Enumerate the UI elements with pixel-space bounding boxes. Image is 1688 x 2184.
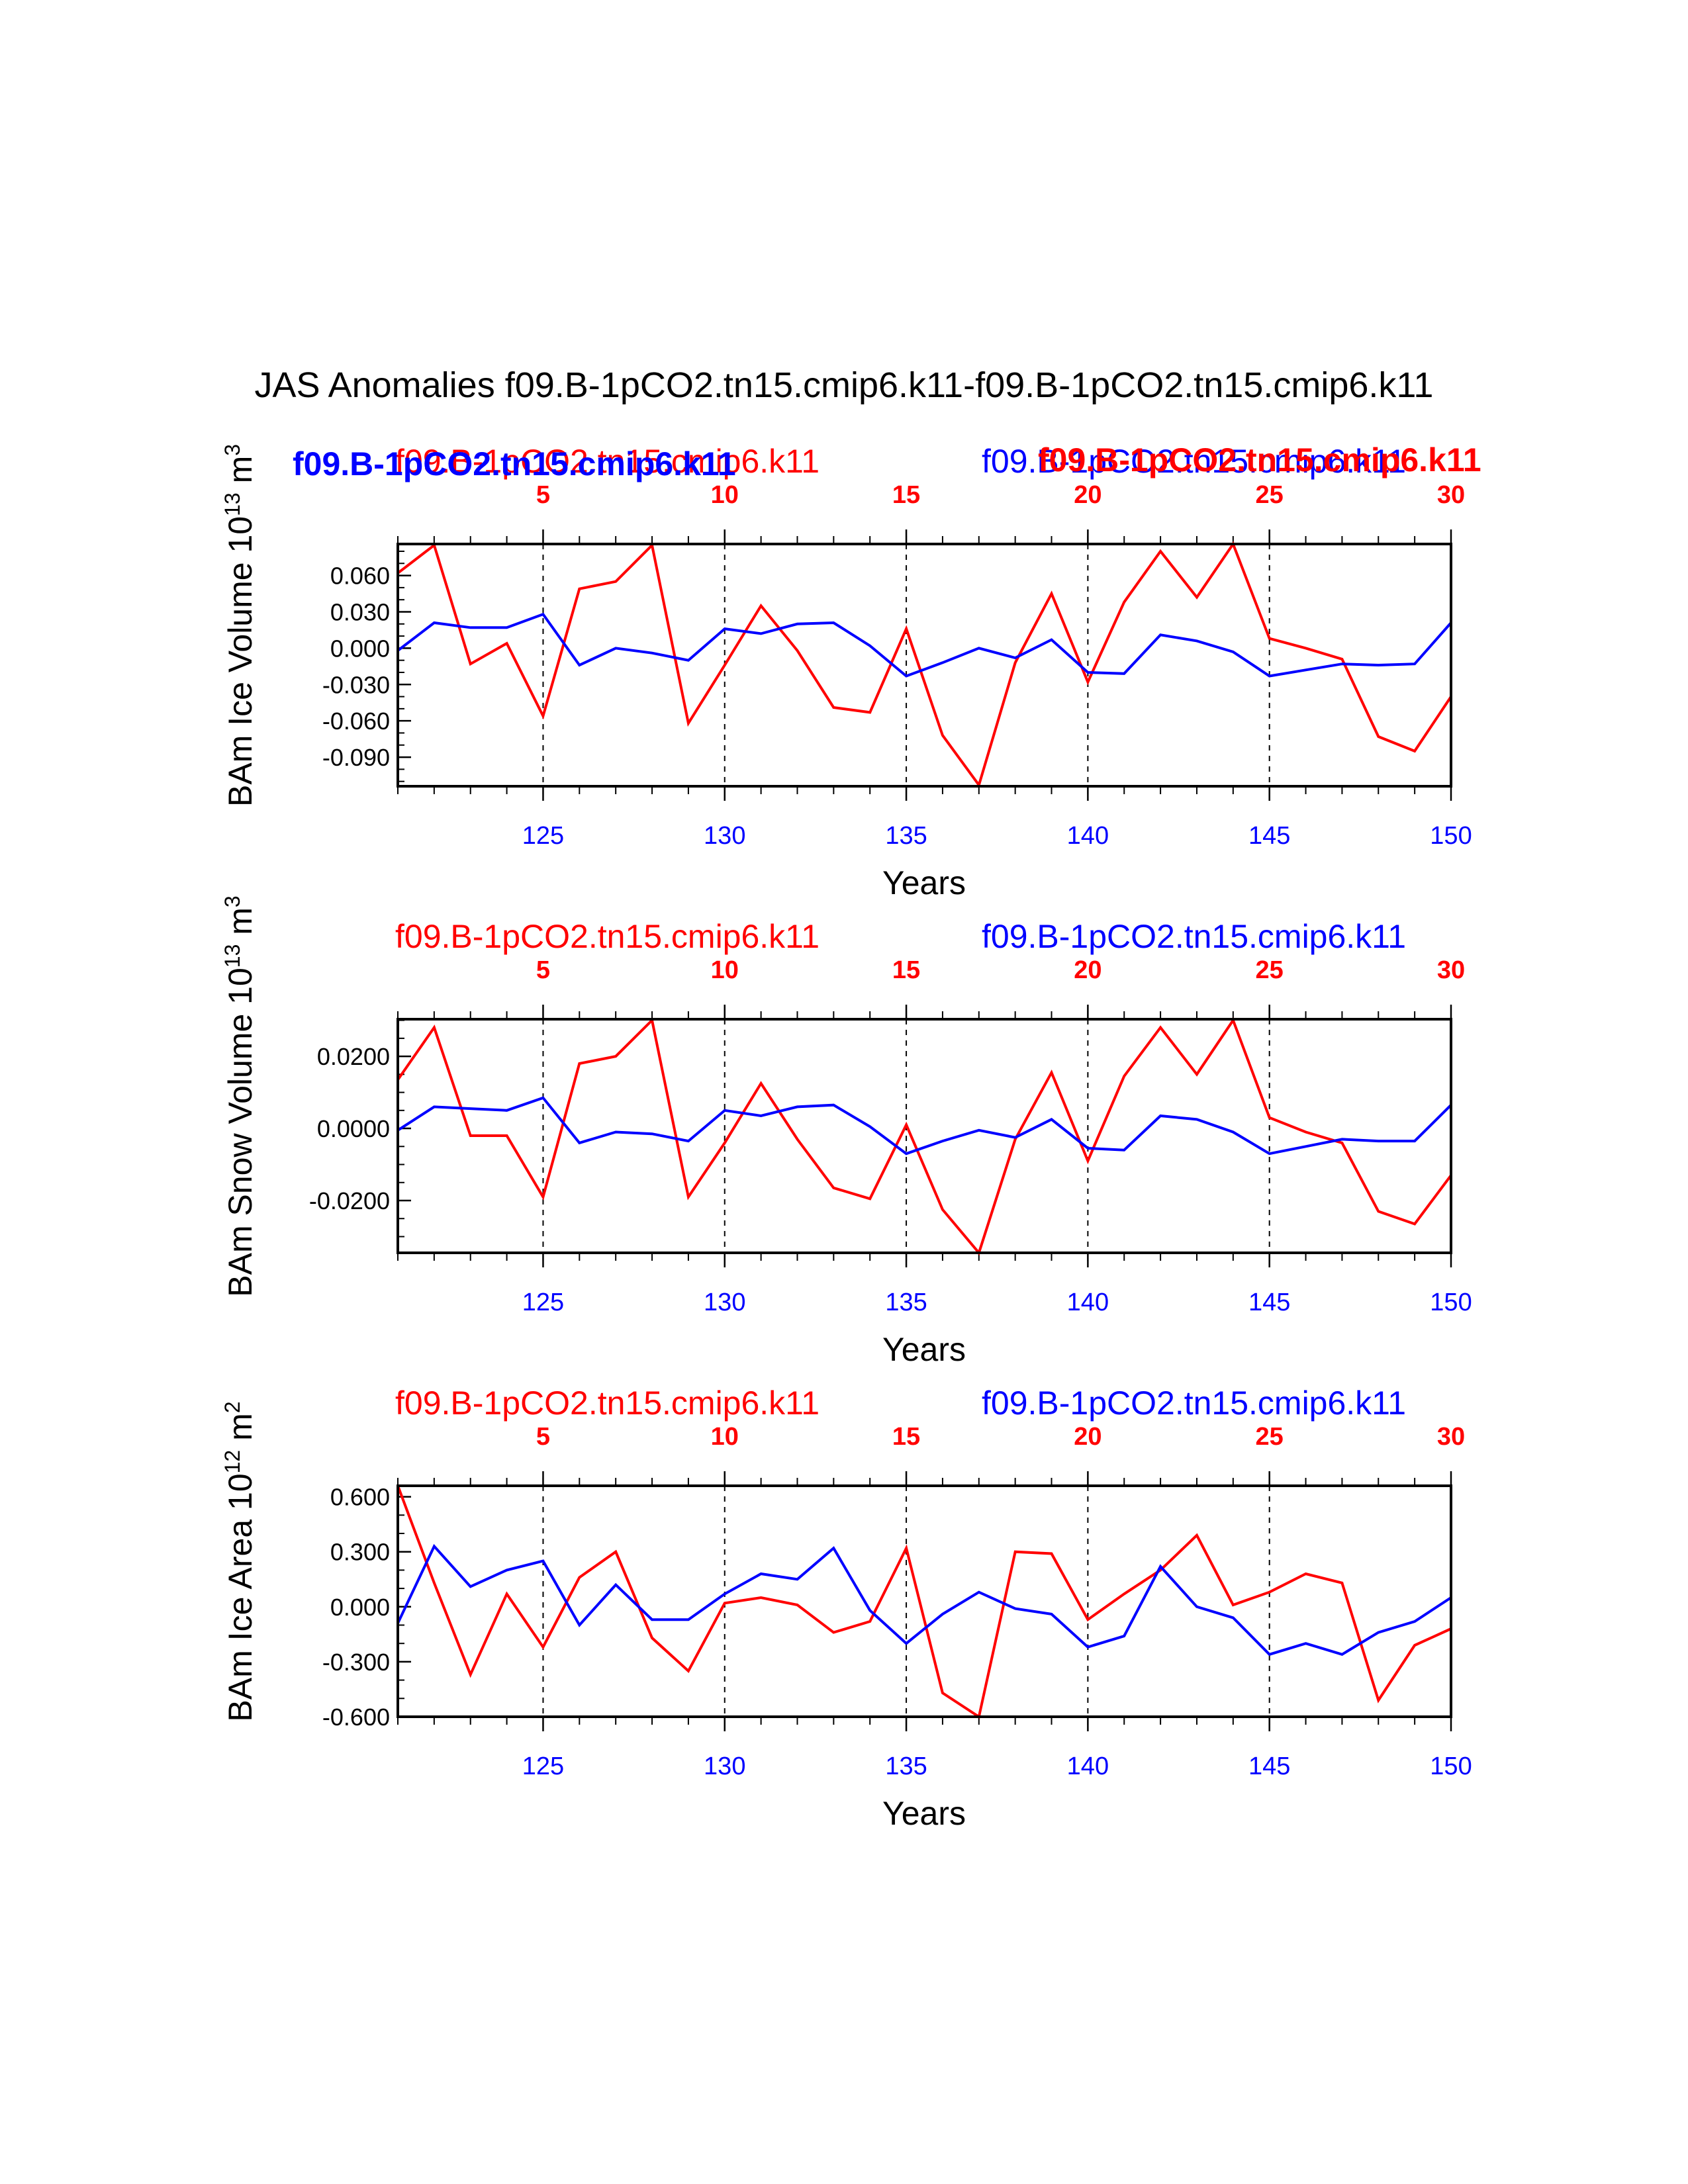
x-top-tick-label: 5 xyxy=(536,481,550,509)
x-top-tick-label: 25 xyxy=(1256,481,1284,509)
x-bottom-tick-label: 150 xyxy=(1430,1752,1472,1780)
y-tick-label: 0.000 xyxy=(330,1594,390,1621)
y-axis-label: BAm Ice Area 1012 m2 xyxy=(220,1401,259,1721)
x-top-tick-label: 30 xyxy=(1437,956,1465,984)
overlay-run-label-left: f09.B-1pCO2.tn15.cmip6.k11 xyxy=(293,445,736,482)
x-bottom-tick-label: 145 xyxy=(1248,1289,1290,1316)
series-line-red xyxy=(397,541,1452,788)
y-tick-label: -0.600 xyxy=(322,1704,390,1731)
x-bottom-tick-label: 135 xyxy=(885,822,927,850)
run-label-right: f09.B-1pCO2.tn15.cmip6.k11 xyxy=(982,918,1406,955)
y-tick-label: 0.030 xyxy=(330,598,390,625)
series-line-blue xyxy=(397,612,1452,678)
x-top-tick-label: 10 xyxy=(711,1423,739,1451)
plot-frame xyxy=(397,1018,1452,1254)
y-tick-label: 0.0200 xyxy=(317,1043,390,1070)
x-top-tick-label: 25 xyxy=(1256,1423,1284,1451)
x-bottom-tick-label: 130 xyxy=(704,1752,745,1780)
x-axis-label: Years xyxy=(882,864,966,901)
plot-frame xyxy=(397,543,1452,788)
x-bottom-tick-label: 140 xyxy=(1067,1752,1109,1780)
y-tick-label: -0.030 xyxy=(322,671,390,698)
y-tick-label: -0.060 xyxy=(322,707,390,735)
overlay-run-label-right: f09.B-1pCO2.tn15.cmip6.k11 xyxy=(1038,441,1481,478)
y-axis-label: BAm Ice Volume 1013 m3 xyxy=(220,444,259,807)
x-top-tick-label: 30 xyxy=(1437,1423,1465,1451)
run-label-right: f09.B-1pCO2.tn15.cmip6.k11 xyxy=(982,1385,1406,1422)
y-tick-label: -0.0200 xyxy=(309,1187,390,1214)
x-top-tick-label: 20 xyxy=(1074,1423,1102,1451)
x-top-tick-label: 15 xyxy=(892,1423,920,1451)
series-line-red xyxy=(397,1017,1452,1256)
y-tick-label: 0.300 xyxy=(330,1539,390,1566)
x-top-tick-label: 10 xyxy=(711,481,739,509)
x-bottom-tick-label: 140 xyxy=(1067,822,1109,850)
x-bottom-tick-label: 125 xyxy=(522,1752,564,1780)
y-tick-label: -0.090 xyxy=(322,744,390,771)
x-bottom-tick-label: 150 xyxy=(1430,822,1472,850)
x-top-tick-label: 25 xyxy=(1256,956,1284,984)
x-axis-label: Years xyxy=(882,1795,966,1832)
y-tick-label: 0.600 xyxy=(330,1484,390,1511)
x-bottom-tick-label: 130 xyxy=(704,822,745,850)
chart-panel-3: 0.600 0.300 0.000 -0.300 -0.600 125 130 135 140 1… xyxy=(220,1385,1472,1832)
y-tick-label: -0.300 xyxy=(322,1649,390,1676)
run-label-left: f09.B-1pCO2.tn15.cmip6.k11 xyxy=(395,443,820,480)
x-bottom-tick-label: 125 xyxy=(522,1289,564,1316)
y-tick-label: 0.0000 xyxy=(317,1115,390,1142)
x-top-tick-label: 15 xyxy=(892,481,920,509)
x-bottom-tick-label: 125 xyxy=(522,822,564,850)
y-tick-label: 0.060 xyxy=(330,563,390,590)
x-bottom-tick-label: 135 xyxy=(885,1289,927,1316)
chart-panel-2: 0.0200 0.0000 -0.0200 125 130 135 140 145 150 5 10… xyxy=(220,895,1472,1368)
x-top-tick-label: 5 xyxy=(536,1423,550,1451)
x-top-tick-label: 15 xyxy=(892,956,920,984)
x-top-tick-label: 10 xyxy=(711,956,739,984)
y-tick-label: 0.000 xyxy=(330,635,390,662)
x-axis-label: Years xyxy=(882,1331,966,1368)
x-top-tick-label: 20 xyxy=(1074,481,1102,509)
x-top-tick-label: 20 xyxy=(1074,956,1102,984)
chart-panels: 0.060 0.030 0.000 -0.030 -0.060 -0.090 125 130 1… xyxy=(220,443,1472,1832)
x-top-tick-label: 30 xyxy=(1437,481,1465,509)
series-line-blue xyxy=(397,1543,1452,1657)
series-line-blue xyxy=(397,1096,1452,1156)
x-bottom-tick-label: 145 xyxy=(1248,1752,1290,1780)
run-label-left: f09.B-1pCO2.tn15.cmip6.k11 xyxy=(395,918,820,955)
chart-panel-1: 0.060 0.030 0.000 -0.030 -0.060 -0.090 125 130 1… xyxy=(220,443,1472,901)
figure-title: JAS Anomalies f09.B-1pCO2.tn15.cmip6.k11… xyxy=(255,365,1434,405)
run-label-left: f09.B-1pCO2.tn15.cmip6.k11 xyxy=(395,1385,820,1422)
x-bottom-tick-label: 130 xyxy=(704,1289,745,1316)
x-bottom-tick-label: 135 xyxy=(885,1752,927,1780)
plot-frame xyxy=(397,1484,1452,1718)
series-line-red xyxy=(397,1485,1452,1719)
run-label-right: f09.B-1pCO2.tn15.cmip6.k11 xyxy=(982,443,1406,480)
x-bottom-tick-label: 150 xyxy=(1430,1289,1472,1316)
x-top-tick-label: 5 xyxy=(536,956,550,984)
x-bottom-tick-label: 140 xyxy=(1067,1289,1109,1316)
x-bottom-tick-label: 145 xyxy=(1248,822,1290,850)
y-axis-label: BAm Snow Volume 1013 m3 xyxy=(220,895,259,1297)
